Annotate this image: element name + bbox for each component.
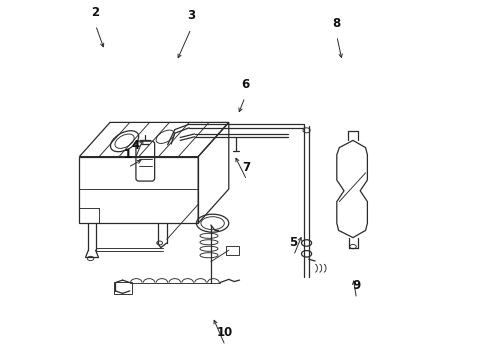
Text: 10: 10 <box>217 326 233 339</box>
Text: 4: 4 <box>131 139 139 152</box>
Text: 1: 1 <box>124 148 132 161</box>
Text: 3: 3 <box>187 9 195 22</box>
Text: 2: 2 <box>92 6 99 19</box>
Text: 5: 5 <box>290 236 298 249</box>
Text: 7: 7 <box>243 161 251 174</box>
Text: 9: 9 <box>352 279 361 292</box>
Text: 8: 8 <box>333 17 341 30</box>
Text: 6: 6 <box>241 78 249 91</box>
